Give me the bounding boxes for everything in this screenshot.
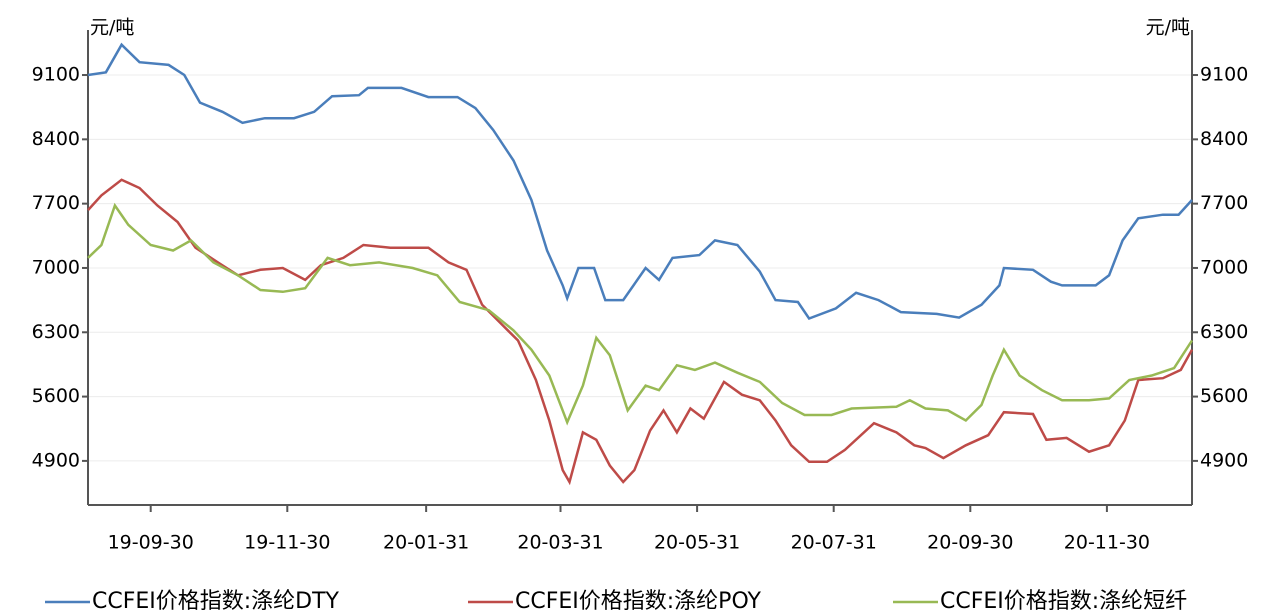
y-tick-label: 9100 [32,64,80,86]
y2-tick-label: 6300 [1200,321,1248,343]
x-tick-label: 20-11-30 [1064,532,1150,554]
y2-tick-label: 7000 [1200,256,1248,278]
y-tick-label: 7700 [32,192,80,214]
x-tick-label: 20-07-31 [791,532,877,554]
legend-label: CCFEI价格指数:涤纶DTY [92,589,340,614]
y2-tick-label: 4900 [1200,449,1248,471]
y-tick-label: 5600 [32,385,80,407]
y2-tick-label: 7700 [1200,192,1248,214]
series-line [87,178,1194,486]
series-line [87,42,1193,321]
x-tick-label: 19-11-30 [244,532,330,554]
legend-label: CCFEI价格指数:涤纶短纤 [940,589,1187,614]
series-line [87,202,1194,426]
y-tick-label: 7000 [32,256,80,278]
x-tick-label: 20-05-31 [654,532,740,554]
x-tick-label: 20-09-30 [927,532,1013,554]
y-axis-unit: 元/吨 [90,17,134,39]
y2-tick-label: 5600 [1200,385,1248,407]
y2-tick-label: 9100 [1200,64,1248,86]
y-tick-label: 4900 [32,449,80,471]
x-tick-label: 20-03-31 [517,532,603,554]
y-tick-label: 8400 [32,128,80,150]
y2-tick-label: 8400 [1200,128,1248,150]
legend-label: CCFEI价格指数:涤纶POY [515,589,762,614]
x-tick-label: 20-01-31 [383,532,469,554]
y-tick-label: 6300 [32,321,80,343]
y2-axis-unit: 元/吨 [1146,17,1190,39]
x-tick-label: 19-09-30 [108,532,194,554]
